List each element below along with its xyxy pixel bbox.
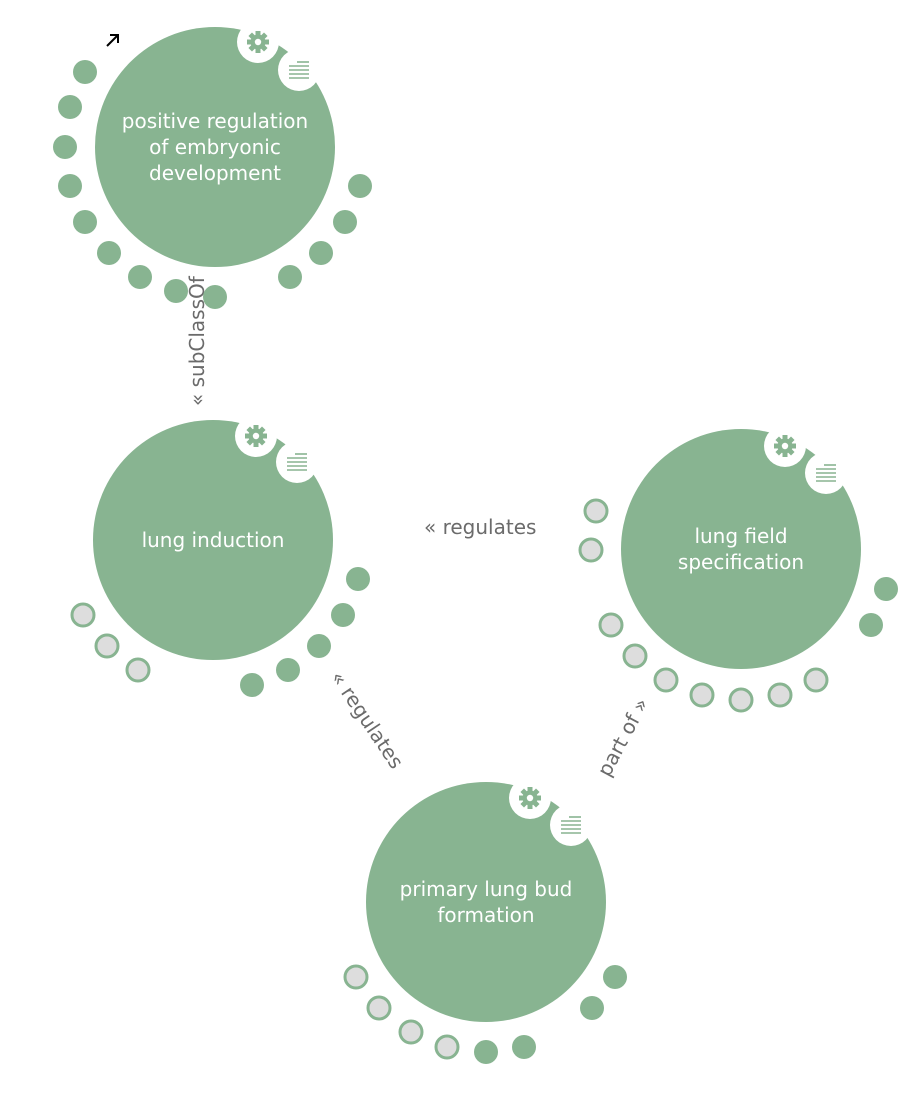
port-filled[interactable] [58,174,82,198]
port-empty[interactable] [767,682,793,708]
node-label-line: positive regulation [122,109,308,133]
port-filled[interactable] [346,567,370,591]
list-icon[interactable] [278,49,320,91]
gear-icon[interactable] [237,21,279,63]
gear-tooth [782,435,788,441]
port-filled[interactable] [874,577,898,601]
port-filled[interactable] [276,658,300,682]
port-filled[interactable] [309,241,333,265]
expand-arrow-icon[interactable] [106,34,119,47]
port-group [343,964,627,1064]
node-positive-regulation-of-embryonic-development[interactable]: positive regulation of embryonic develop… [53,21,372,309]
edge-label-regulates-diagonal: « regulates [326,666,409,773]
node-lung-induction[interactable]: lung induction [70,415,370,697]
port-filled[interactable] [278,265,302,289]
port-filled[interactable] [97,241,121,265]
port-filled[interactable] [53,135,77,159]
list-icon[interactable] [276,441,318,483]
port-empty[interactable] [366,995,392,1021]
port-filled[interactable] [474,1040,498,1064]
edge-label-part-of: part of » [592,694,653,781]
port-filled[interactable] [203,285,227,309]
port-empty[interactable] [398,1019,424,1045]
node-label-line: primary lung bud [400,877,573,901]
node-lung-field-specification[interactable]: lung field specification [578,425,898,713]
port-group [70,567,370,697]
list-icon[interactable] [805,452,847,494]
port-empty[interactable] [653,667,679,693]
node-label-line: specification [678,550,804,574]
gear-tooth [253,441,259,447]
gear-tooth [253,425,259,431]
gear-tooth [527,787,533,793]
port-empty[interactable] [803,667,829,693]
port-group [578,498,898,713]
edge-label-regulates-horizontal: « regulates [424,515,536,539]
port-filled[interactable] [240,673,264,697]
port-empty[interactable] [578,537,604,563]
node-primary-lung-bud-formation[interactable]: primary lung bud formation [343,777,627,1064]
port-empty[interactable] [622,643,648,669]
gear-tooth [255,31,261,37]
port-filled[interactable] [73,210,97,234]
port-filled[interactable] [58,95,82,119]
port-filled[interactable] [603,965,627,989]
port-filled[interactable] [859,613,883,637]
port-empty[interactable] [728,687,754,713]
gear-tooth [782,451,788,457]
port-empty[interactable] [343,964,369,990]
port-group [53,60,372,309]
gear-icon[interactable] [235,415,277,457]
port-empty[interactable] [70,602,96,628]
port-empty[interactable] [434,1034,460,1060]
list-icon[interactable] [550,804,592,846]
port-empty[interactable] [598,612,624,638]
port-empty[interactable] [583,498,609,524]
port-empty[interactable] [94,633,120,659]
gear-tooth [527,803,533,809]
port-empty[interactable] [125,657,151,683]
port-filled[interactable] [331,603,355,627]
node-label-line: lung induction [142,528,285,552]
port-filled[interactable] [348,174,372,198]
port-filled[interactable] [333,210,357,234]
node-label-line: formation [437,903,534,927]
port-filled[interactable] [128,265,152,289]
gear-icon[interactable] [509,777,551,819]
node-label-line: lung field [694,524,787,548]
gear-icon[interactable] [764,425,806,467]
port-filled[interactable] [512,1035,536,1059]
node-label-line: of embryonic [149,135,281,159]
port-filled[interactable] [580,996,604,1020]
port-filled[interactable] [73,60,97,84]
port-empty[interactable] [689,682,715,708]
port-filled[interactable] [164,279,188,303]
port-filled[interactable] [307,634,331,658]
node-label-line: development [149,161,281,185]
gear-tooth [255,47,261,53]
